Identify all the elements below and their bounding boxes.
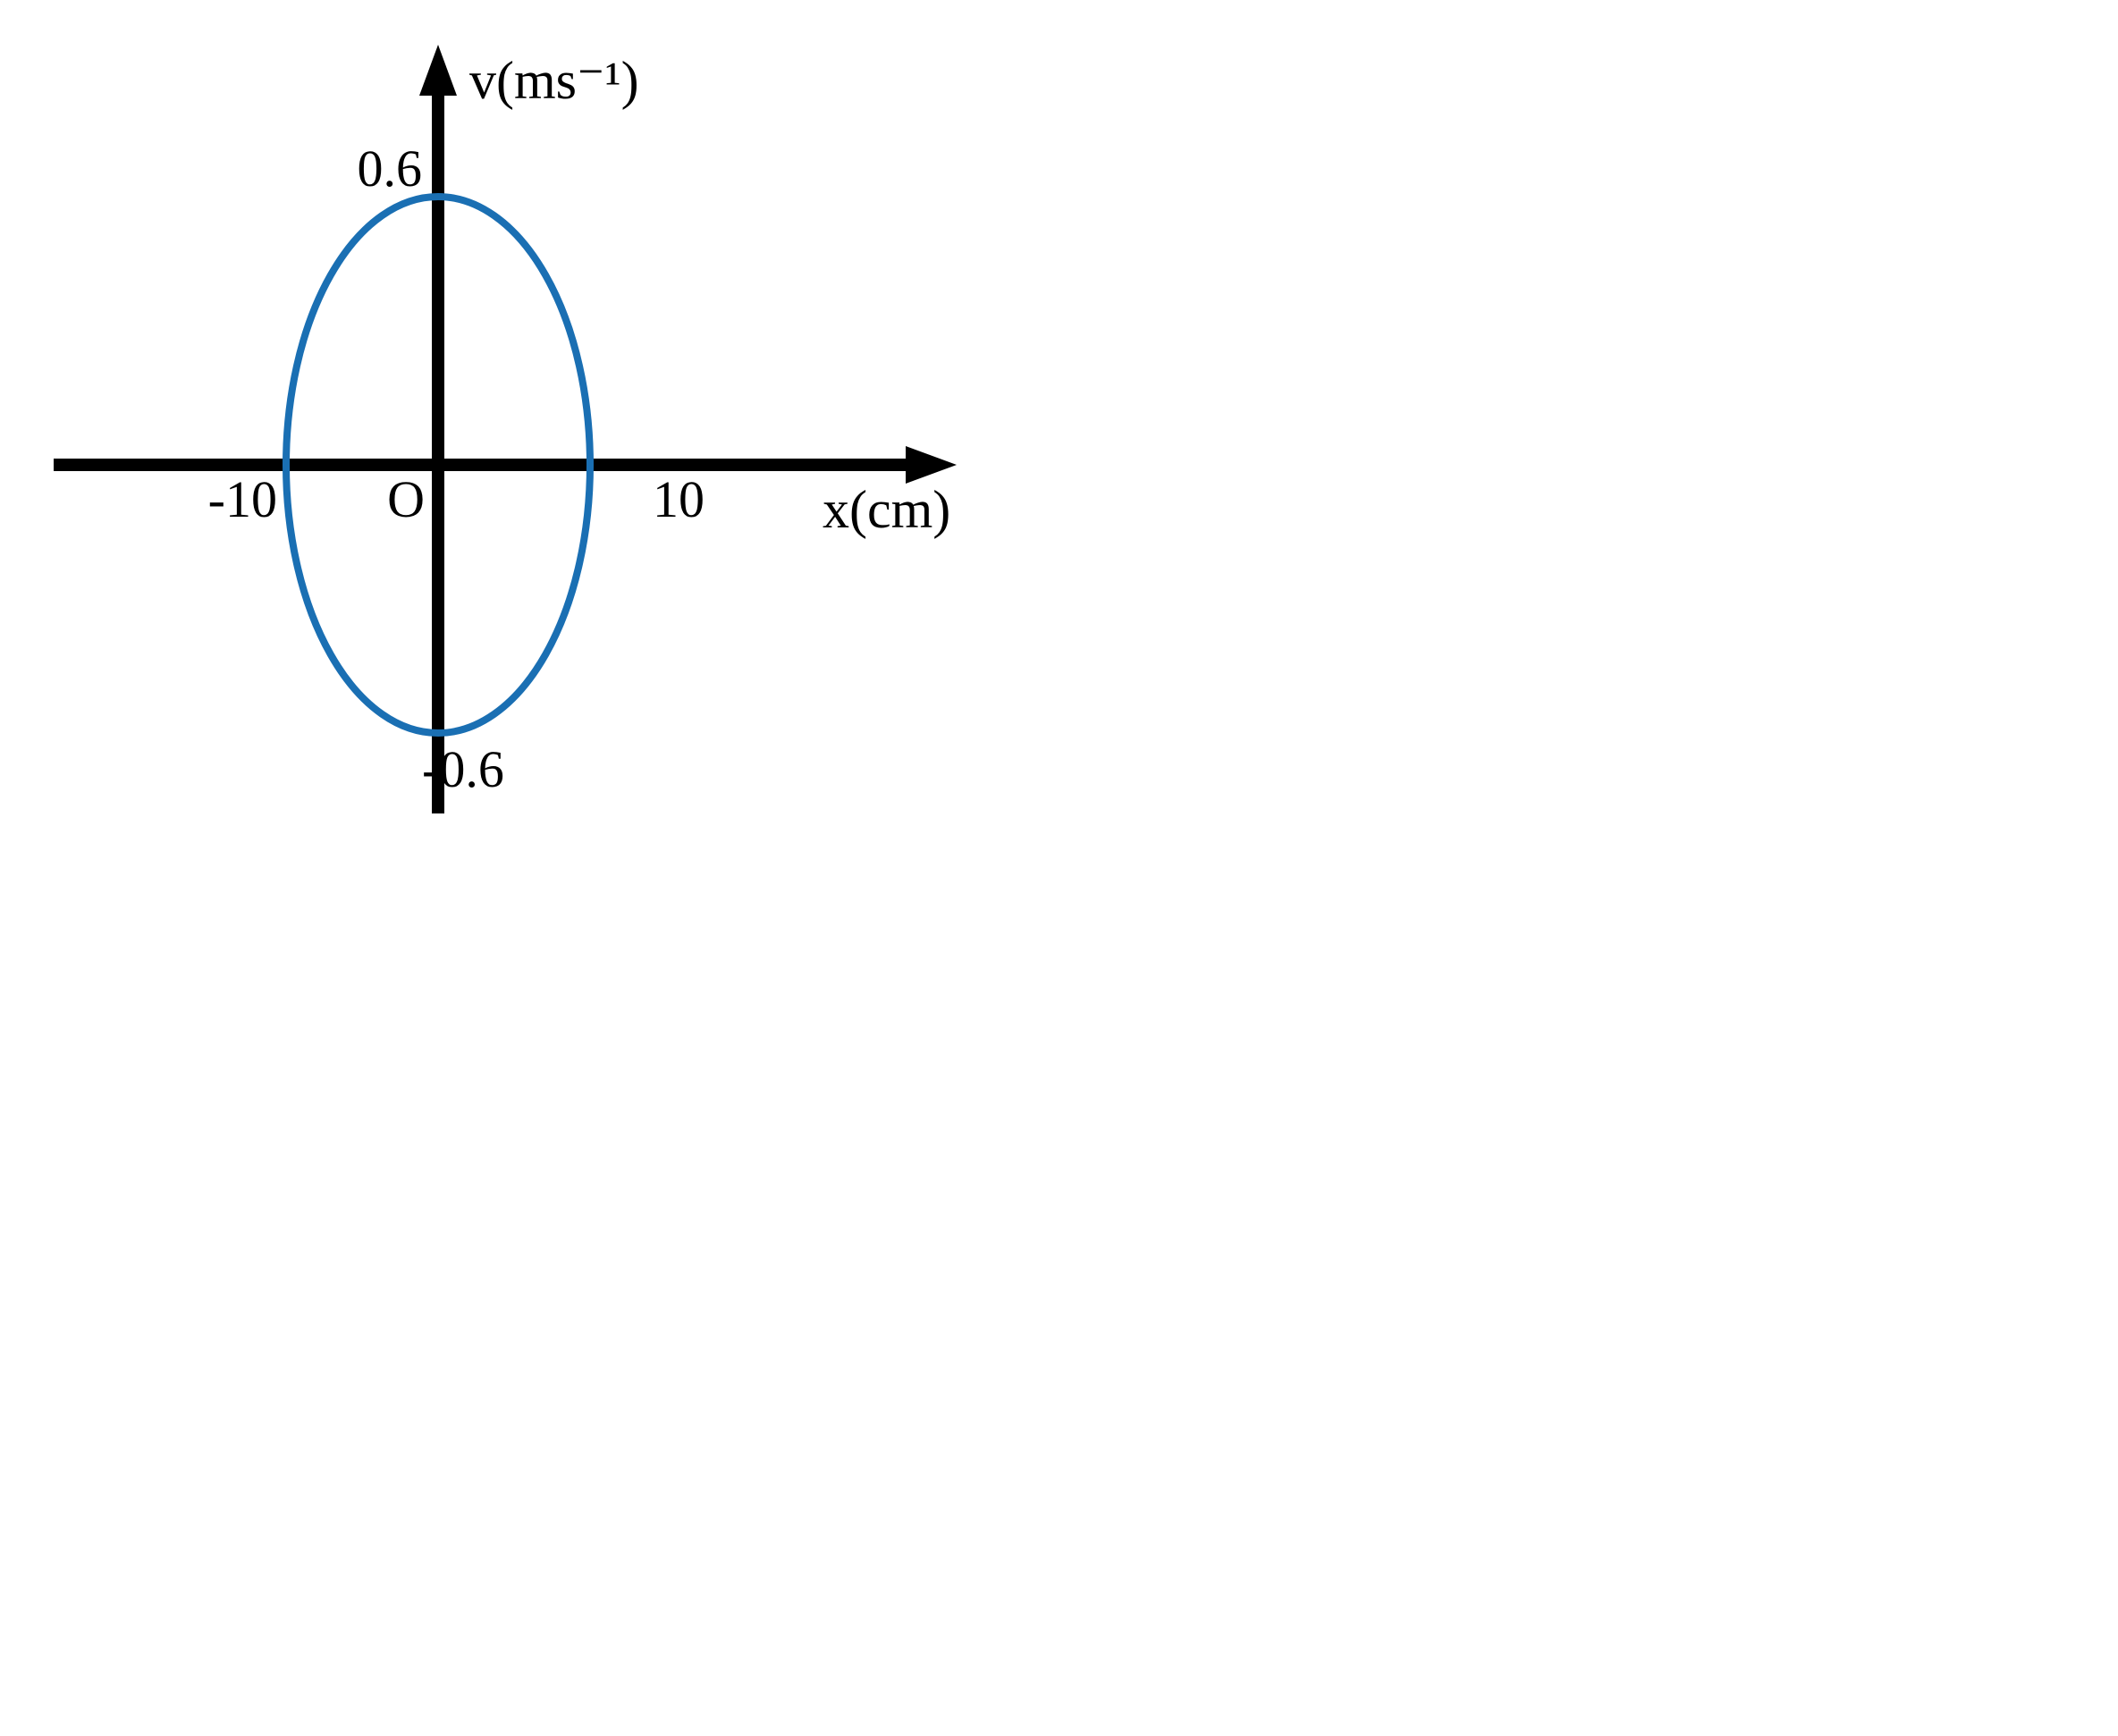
x-tick-min: -10 (208, 470, 277, 528)
origin-label: O (387, 470, 425, 528)
y-axis-label: v(ms⁻¹) (469, 51, 639, 110)
phase-plot-chart: -10 10 O 0.6 -0.6 v(ms⁻¹) x(cm) (36, 36, 1019, 840)
y-tick-min: -0.6 (422, 740, 504, 798)
chart-svg: -10 10 O 0.6 -0.6 v(ms⁻¹) x(cm) (36, 36, 1019, 840)
y-tick-max: 0.6 (358, 139, 423, 198)
x-axis-label: x(cm) (823, 480, 950, 539)
x-tick-max: 10 (653, 470, 705, 528)
chart-background (36, 36, 1019, 840)
